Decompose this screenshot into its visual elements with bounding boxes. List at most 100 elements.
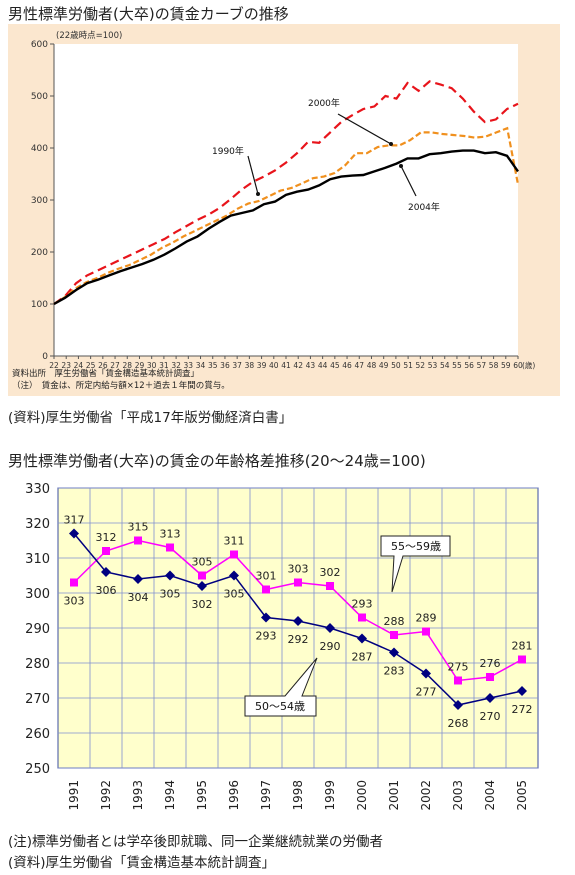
x-tick-label: 50 — [391, 361, 401, 370]
y-tick-label: 330 — [25, 482, 50, 497]
plot-area — [54, 44, 518, 356]
x-tick-label: 45 — [330, 361, 340, 370]
data-label-1997: 293 — [256, 630, 277, 643]
x-tick-label: 48 — [367, 361, 377, 370]
data-point-1995 — [197, 581, 207, 591]
callout-box-55-59 — [380, 535, 451, 593]
x-tick-label: 1997 — [259, 780, 273, 811]
chart2-note: (注)標準労働者とは学卒後即就職、同一企業継続就業の労働者 — [8, 834, 384, 850]
y-tick-label: 260 — [25, 727, 50, 742]
data-label-1993: 304 — [128, 591, 149, 604]
x-tick-label: 53 — [428, 361, 438, 370]
x-tick-label: 55 — [452, 361, 462, 370]
chart2-title: 男性標準労働者(大卒)の賃金の年齢格差推移(20〜24歳=100) — [8, 452, 426, 470]
data-label-2005: 281 — [512, 640, 533, 653]
x-tick-label: 2000 — [355, 780, 369, 811]
data-label-1995: 302 — [192, 598, 213, 611]
data-label-1998: 292 — [288, 633, 309, 646]
x-tick-label: 1999 — [323, 780, 337, 811]
x-tick-label: 2002 — [419, 780, 433, 811]
x-axis-unit: (歳) — [522, 360, 535, 370]
x-tick-label: 22 — [49, 361, 59, 370]
age-gap-chart-panel: 250 260 270 280 290 300 310 320 330 1991 1992 1993 1… — [8, 474, 560, 826]
callout-label-50-54: 50〜54歳 — [255, 700, 305, 713]
y-tick-label: 300 — [31, 196, 48, 206]
data-point-2001 — [389, 647, 399, 658]
x-tick-label: 46 — [342, 361, 352, 370]
x-tick-label: 2004 — [483, 780, 497, 811]
series-label-pointer — [247, 155, 259, 195]
chart1-source: (資料)厚生労働省「平成17年版労働経済白書」 — [8, 410, 293, 426]
data-label-1994: 313 — [160, 528, 181, 541]
data-label-1999: 290 — [320, 640, 341, 653]
x-tick-label: 54 — [440, 361, 450, 370]
x-tick-label: 49 — [379, 361, 389, 370]
chart1-source-line: 資料出所 厚生労働省「賃金構造基本統計調査」 — [12, 368, 199, 379]
callout-box-50-54 — [244, 657, 318, 717]
x-tick-label: 33 — [184, 361, 194, 370]
x-tick-label: 24 — [74, 361, 84, 370]
series-label-pointer — [337, 113, 392, 145]
y-tick-label: 310 — [25, 552, 50, 567]
data-point-1994 — [166, 543, 174, 552]
data-point-1992 — [102, 547, 110, 555]
x-tick-label: 1992 — [99, 780, 113, 811]
x-tick-label: 44 — [318, 361, 328, 370]
x-tick-label: 34 — [196, 361, 206, 370]
callout-label-55-59: 55〜59歳 — [391, 540, 441, 553]
chart1-title: 男性標準労働者(大卒)の賃金カーブの推移 — [8, 5, 289, 23]
x-tick-label: 23 — [61, 361, 71, 370]
data-point-1996 — [230, 550, 238, 559]
data-point-1993 — [133, 574, 143, 584]
x-tick-label: 2003 — [451, 780, 465, 811]
data-point-2003 — [453, 700, 463, 710]
x-tick-label: 31 — [159, 361, 169, 370]
series-label-2004年: 2004年 — [408, 201, 440, 213]
data-point-2005 — [517, 686, 527, 696]
x-tick-label: 1994 — [163, 780, 177, 811]
y-tick-label: 0 — [42, 352, 48, 362]
x-tick-label: 56 — [464, 361, 474, 370]
data-label-2002: 289 — [416, 612, 437, 625]
x-tick-label: 59 — [501, 361, 511, 370]
x-tick-label: 27 — [110, 361, 120, 370]
data-point-2002 — [422, 627, 430, 636]
data-label-2000: 287 — [352, 651, 373, 664]
data-label-2001: 283 — [384, 665, 405, 678]
x-tick-label: 1991 — [67, 780, 81, 811]
data-point-2000 — [357, 633, 367, 644]
data-label-1991: 303 — [64, 595, 85, 608]
y-tick-label: 600 — [31, 40, 48, 50]
data-label-2004: 276 — [480, 657, 501, 670]
data-point-2001 — [390, 631, 398, 639]
x-tick-label: 2001 — [387, 780, 401, 811]
x-tick-label: 43 — [306, 361, 316, 370]
data-label-1996: 305 — [224, 588, 245, 601]
x-tick-label: 28 — [122, 361, 132, 370]
x-tick-label: 1998 — [291, 780, 305, 811]
data-point-2000 — [358, 613, 366, 622]
chart1-source-line: （注） 賃金は、所定内給与額×12＋過去１年間の賞与。 — [12, 380, 230, 391]
y-tick-label: 290 — [25, 622, 50, 637]
x-tick-label: 60 — [513, 361, 523, 370]
data-point-1999 — [325, 623, 335, 633]
series-line-1990年 — [53, 80, 519, 305]
x-tick-label: 41 — [281, 361, 291, 370]
data-point-1996 — [229, 570, 239, 581]
data-label-1993: 315 — [128, 521, 149, 534]
data-point-1993 — [134, 536, 142, 545]
data-point-1997 — [261, 612, 271, 623]
wage-curve-chart-panel: 0 100 200 300 400 500 600 (22歳時点=100) 22 23 24 25 26… — [8, 24, 560, 396]
data-point-1998 — [294, 578, 302, 587]
x-tick-label: 58 — [489, 361, 499, 370]
x-tick-label: 57 — [477, 361, 487, 370]
data-point-1991 — [69, 528, 79, 539]
data-point-1999 — [326, 582, 334, 590]
data-point-2002 — [421, 668, 431, 679]
x-tick-label: 1996 — [227, 780, 241, 811]
data-point-1992 — [101, 567, 111, 577]
data-label-1991: 317 — [64, 514, 85, 527]
data-point-1998 — [293, 616, 303, 626]
data-label-1999: 302 — [320, 566, 341, 579]
series-label-pointer — [400, 165, 417, 197]
